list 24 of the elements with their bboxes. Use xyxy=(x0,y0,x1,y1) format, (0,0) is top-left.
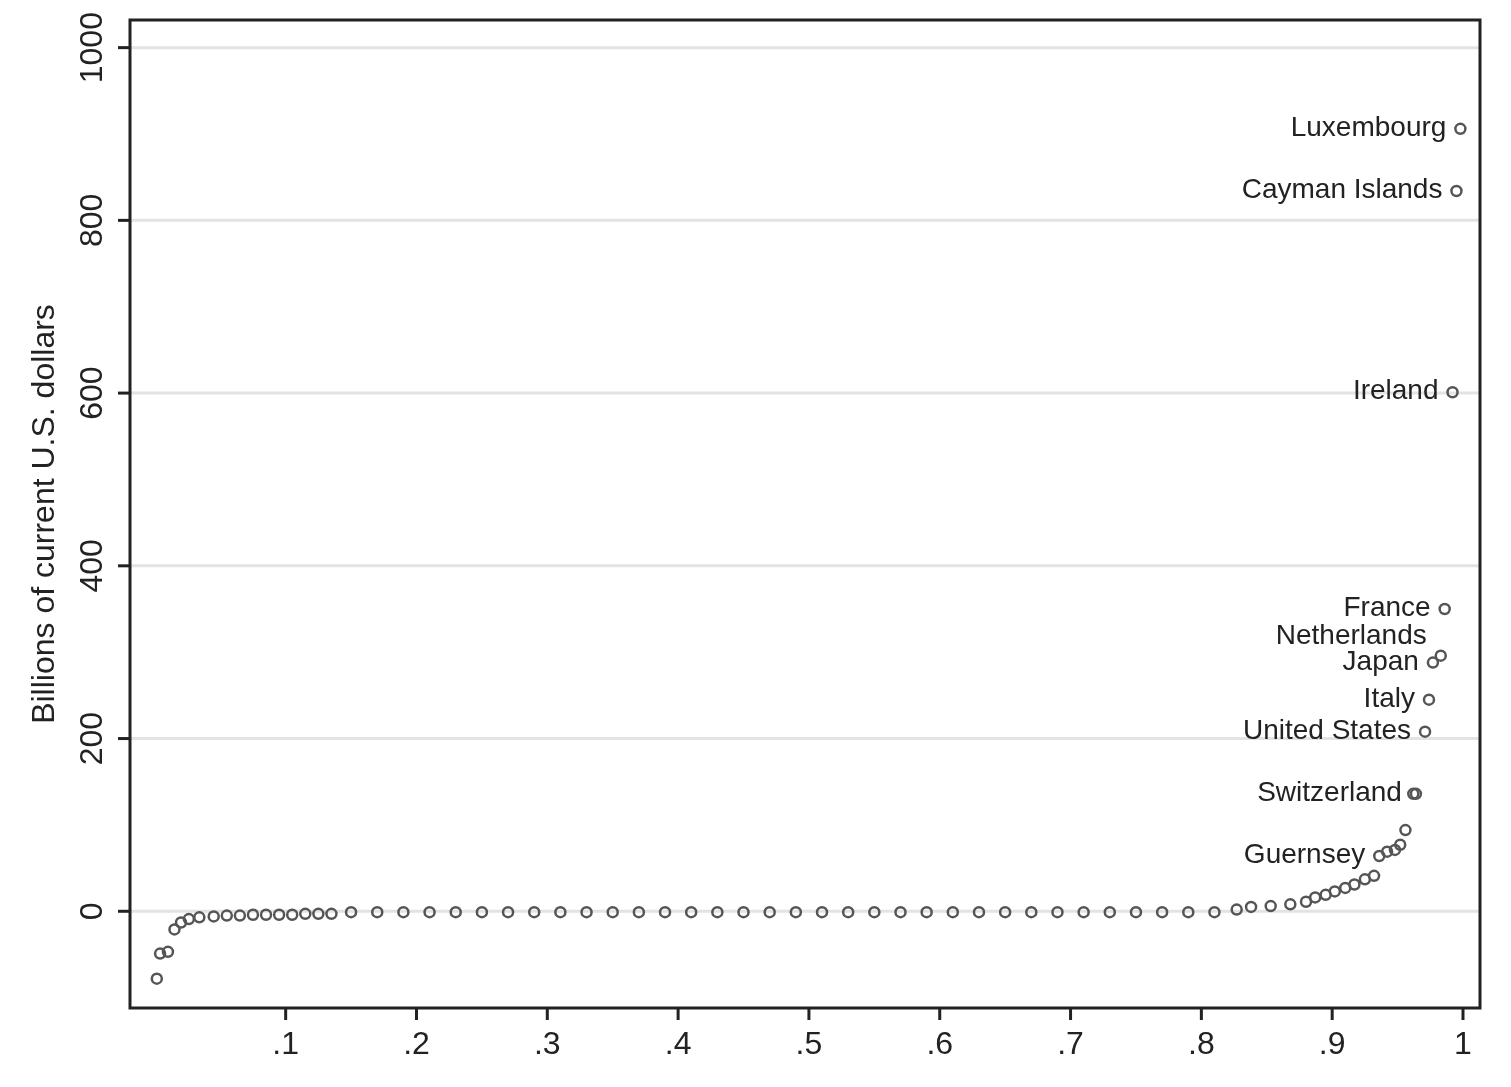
y-tick-label: 0 xyxy=(73,902,109,921)
x-tick-label: .7 xyxy=(1057,1025,1084,1061)
x-tick-label: .2 xyxy=(403,1025,430,1061)
y-tick-label: 200 xyxy=(73,711,109,766)
y-tick-label: 800 xyxy=(73,193,109,248)
x-tick-label: .9 xyxy=(1318,1025,1346,1061)
x-tick-label: .4 xyxy=(664,1025,692,1061)
x-tick-label: 1 xyxy=(1454,1025,1472,1061)
x-tick-label: .3 xyxy=(533,1025,561,1061)
x-tick-label: .6 xyxy=(926,1025,954,1061)
x-tick-label: .1 xyxy=(272,1025,300,1061)
x-tick-label: .8 xyxy=(1188,1025,1215,1061)
annotation: Cayman Islands xyxy=(1241,173,1443,204)
annotation: Guernsey xyxy=(1243,838,1366,869)
x-tick-label: .5 xyxy=(795,1025,823,1061)
annotation: Switzerland xyxy=(1257,775,1402,807)
annotation: Italy xyxy=(1363,681,1415,713)
annotation: Luxembourg xyxy=(1290,110,1447,142)
y-tick-label: 400 xyxy=(73,539,109,593)
annotation: Ireland xyxy=(1352,374,1439,406)
annotation: United States xyxy=(1242,713,1412,745)
y-axis-title: Billions of current U.S. dollars xyxy=(25,304,61,724)
y-tick-label: 1000 xyxy=(73,12,109,84)
y-tick-label: 600 xyxy=(73,366,109,420)
